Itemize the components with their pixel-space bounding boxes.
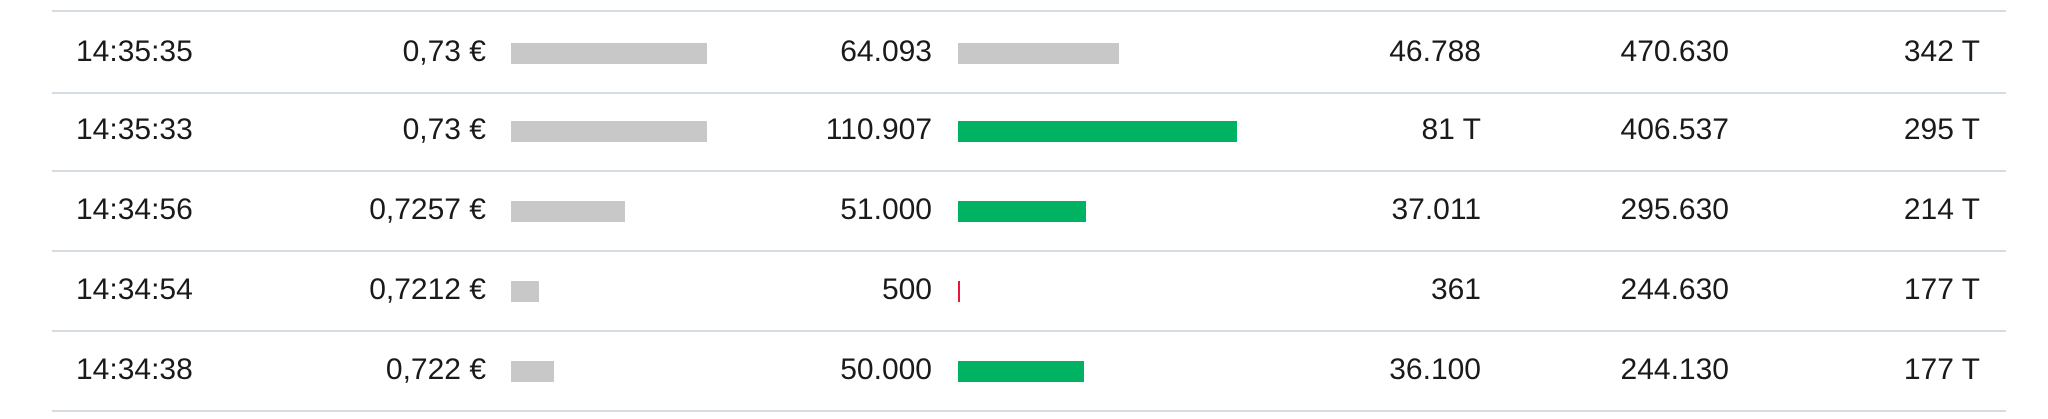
time: 14:34:56 (76, 193, 193, 226)
volume-bar (958, 43, 1120, 64)
col5: 244.630 (1620, 273, 1729, 306)
price-bar (511, 201, 625, 222)
col4: 37.011 (1391, 193, 1481, 226)
col5: 406.537 (1620, 113, 1729, 146)
trade-row: 14:35:35 0,73 € 64.093 46.788 470.630 342 T (52, 10, 2006, 94)
volume: 64.093 (840, 35, 932, 68)
volume-bar (958, 201, 1087, 222)
price-bar (511, 361, 555, 382)
time: 14:34:54 (76, 273, 193, 306)
col5: 470.630 (1620, 35, 1729, 68)
price: 0,73 € (402, 35, 486, 68)
time: 14:35:35 (76, 35, 193, 68)
time: 14:34:38 (76, 353, 193, 386)
col4: 36.100 (1389, 353, 1481, 386)
price: 0,73 € (402, 113, 486, 146)
col6: 342 T (1903, 35, 1980, 68)
price-bar (511, 121, 707, 142)
volume: 50.000 (840, 353, 932, 386)
volume: 51.000 (840, 193, 932, 226)
col6: 214 T (1903, 193, 1980, 226)
volume-bar (958, 281, 960, 302)
trade-row: 14:34:54 0,7212 € 500 361 244.630 177 T (52, 250, 2006, 332)
volume: 500 (881, 273, 932, 306)
col4: 81 T (1421, 113, 1482, 146)
price-bar (511, 43, 707, 64)
col6: 177 T (1903, 353, 1980, 386)
volume: 110.907 (825, 113, 932, 146)
trade-row: 14:34:38 0,722 € 50.000 36.100 244.130 177 T (52, 330, 2006, 412)
volume-bar (958, 121, 1237, 142)
price-bar (511, 281, 539, 302)
price: 0,722 € (385, 353, 486, 386)
col4: 46.788 (1389, 35, 1481, 68)
price: 0,7212 € (369, 273, 486, 306)
volume-bar (958, 361, 1084, 382)
col5: 244.130 (1620, 353, 1729, 386)
col4: 361 (1430, 273, 1481, 306)
col6: 177 T (1903, 273, 1980, 306)
time: 14:35:33 (76, 113, 193, 146)
trade-row: 14:34:56 0,7257 € 51.000 37.011 295.630 214 T (52, 170, 2006, 252)
trade-row: 14:35:33 0,73 € 110.907 81 T 406.537 295 T (52, 90, 2006, 172)
col5: 295.630 (1620, 193, 1729, 226)
col6: 295 T (1903, 113, 1980, 146)
price: 0,7257 € (369, 193, 486, 226)
